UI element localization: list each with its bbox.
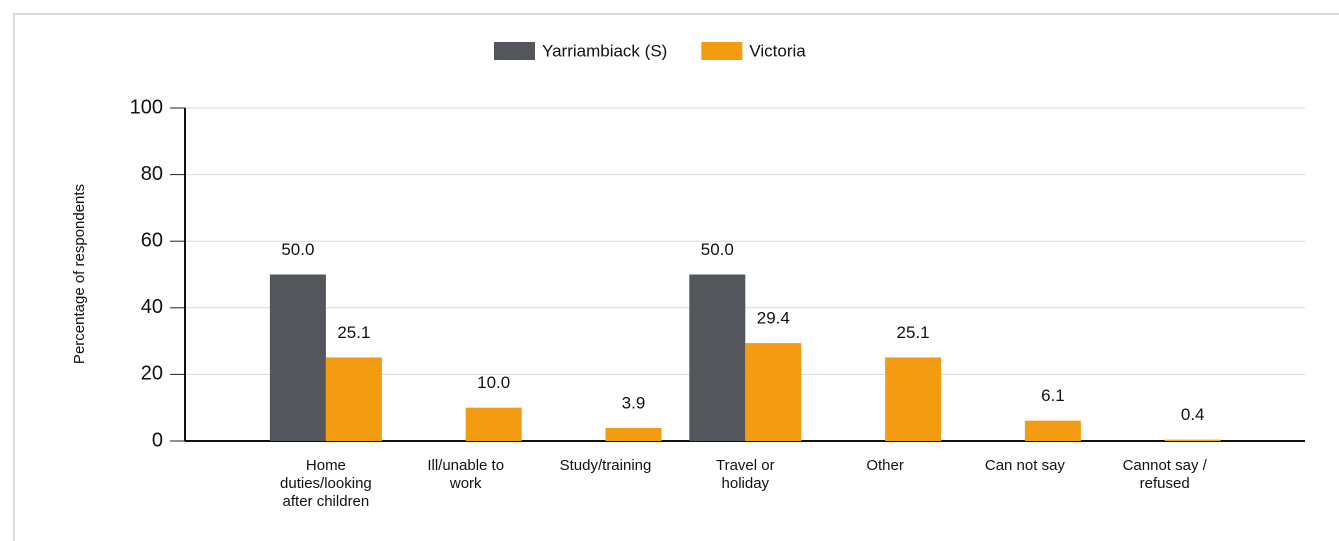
y-tick-label: 80 (141, 163, 163, 185)
x-tick-label: Home duties/looking after children (280, 457, 372, 510)
y-tick-label: 100 (130, 96, 163, 118)
x-tick-label: Cannot say / refused (1123, 457, 1208, 492)
x-tick-label: Can not say (985, 457, 1066, 474)
bar (1164, 439, 1221, 441)
data-label: 0.4 (1181, 405, 1205, 424)
data-label: 29.4 (757, 309, 790, 328)
frame (13, 13, 1339, 541)
bar (269, 274, 326, 441)
bar (1024, 420, 1081, 441)
bar (885, 357, 942, 441)
data-label: 25.1 (897, 323, 930, 342)
y-tick-label: 60 (141, 229, 163, 251)
y-tick-label: 40 (141, 296, 163, 318)
data-label: 50.0 (701, 240, 734, 259)
x-tick-label: Other (866, 457, 904, 474)
bar (689, 274, 746, 441)
legend-swatch (701, 42, 743, 60)
bar (465, 407, 522, 441)
x-tick-label: Study/training (560, 457, 652, 474)
x-tick-label: Travel or holiday (716, 457, 775, 492)
x-tick-label: Ill/unable to work (427, 457, 504, 492)
legend-label: Victoria (749, 41, 806, 60)
legend-swatch (494, 42, 535, 60)
y-tick-label: 0 (152, 429, 163, 451)
legend-label: Yarriambiack (S) (542, 41, 667, 60)
data-label: 10.0 (477, 373, 510, 392)
bar (605, 428, 662, 441)
y-axis-label: Percentage of respondents (71, 184, 88, 364)
data-label: 6.1 (1041, 386, 1065, 405)
data-label: 50.0 (281, 240, 314, 259)
y-tick-label: 20 (141, 363, 163, 385)
data-label: 25.1 (337, 323, 370, 342)
data-label: 3.9 (622, 393, 646, 412)
bar (745, 343, 802, 441)
bar (325, 357, 382, 441)
